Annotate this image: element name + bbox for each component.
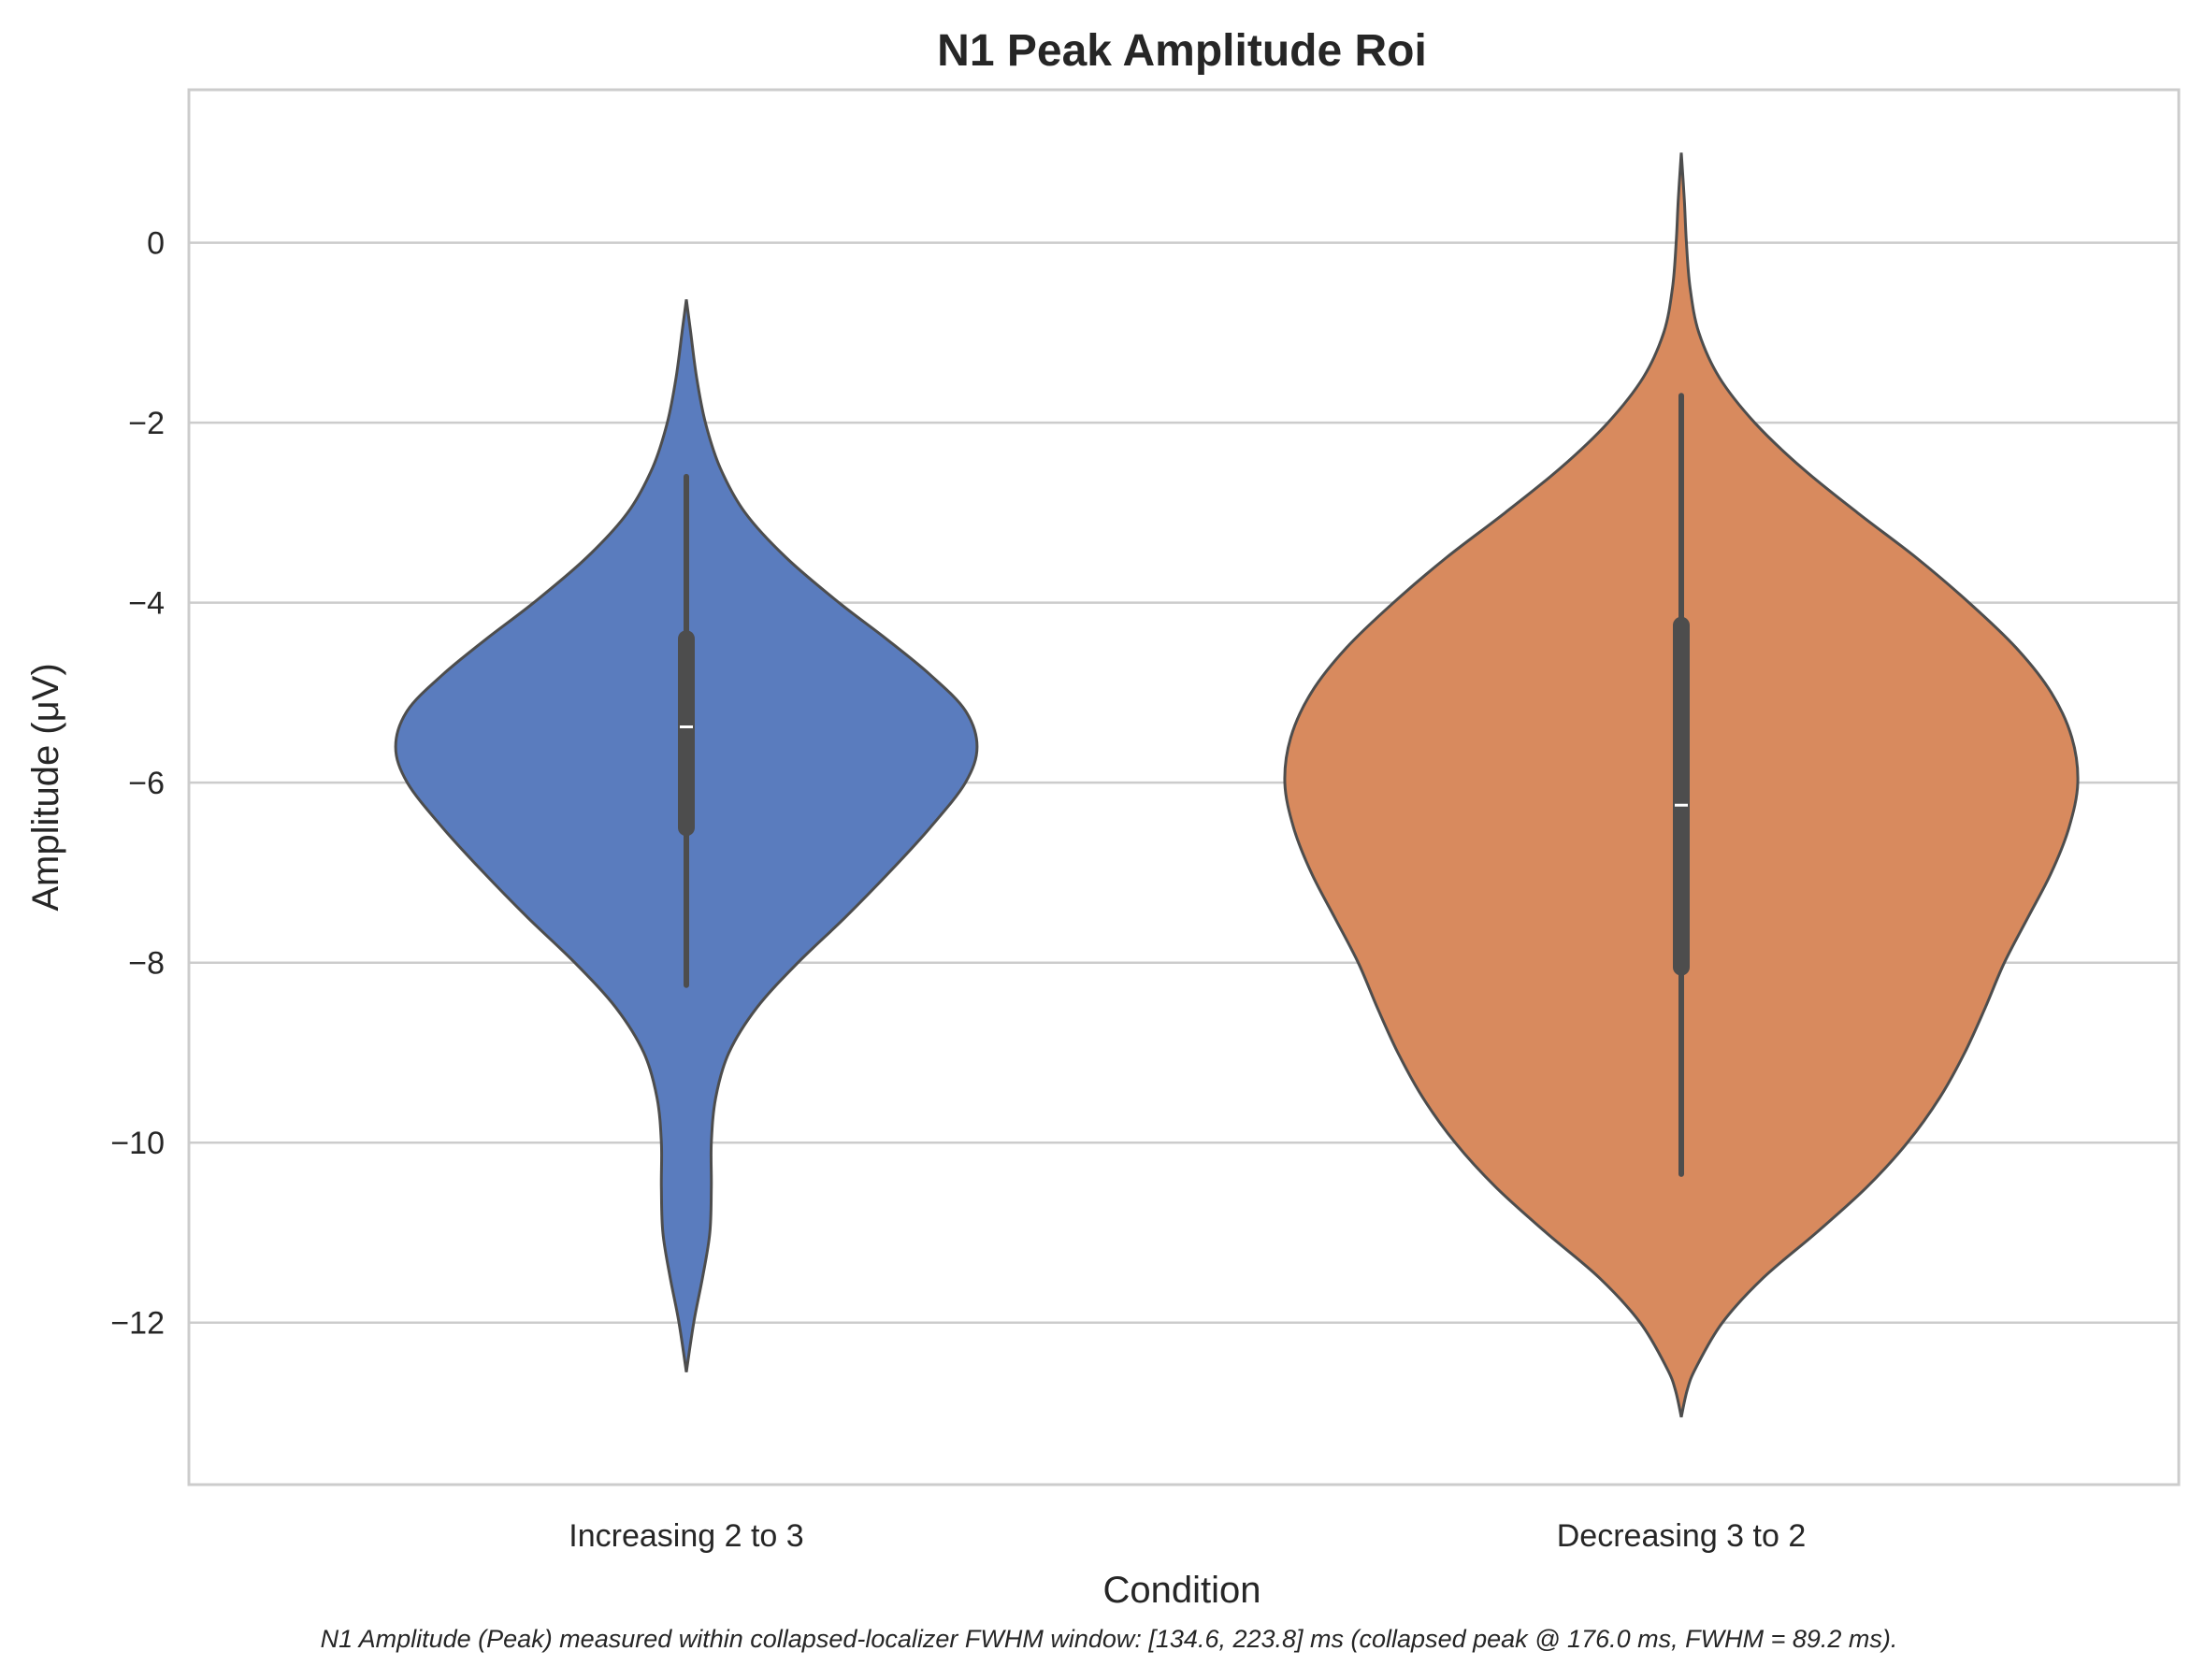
y-tick-label: −6: [128, 766, 165, 801]
y-tick-label: 0: [147, 226, 165, 262]
y-tick-label: −4: [128, 586, 165, 622]
chart-title: N1 Peak Amplitude Roi: [937, 26, 1427, 76]
figure-caption: N1 Amplitude (Peak) measured within coll…: [321, 1625, 1898, 1653]
y-tick-labels: 0 −2 −4 −6 −8 −10 −12: [110, 226, 165, 1342]
violin-layer: [394, 152, 2080, 1418]
x-tick-label: Decreasing 3 to 2: [1557, 1518, 1807, 1554]
x-axis-label: Condition: [1102, 1570, 1260, 1611]
violin-group: [1283, 152, 2080, 1418]
y-tick-label: −12: [110, 1306, 165, 1342]
y-tick-label: −2: [128, 406, 165, 441]
y-tick-label: −10: [110, 1126, 165, 1161]
x-tick-labels: Increasing 2 to 3 Decreasing 3 to 2: [569, 1518, 1806, 1554]
y-axis-label: Amplitude (μV): [25, 663, 66, 911]
plot-frame: [187, 88, 2181, 1486]
violin-group: [394, 299, 979, 1372]
y-tick-label: −8: [128, 946, 165, 982]
x-tick-label: Increasing 2 to 3: [569, 1518, 803, 1554]
